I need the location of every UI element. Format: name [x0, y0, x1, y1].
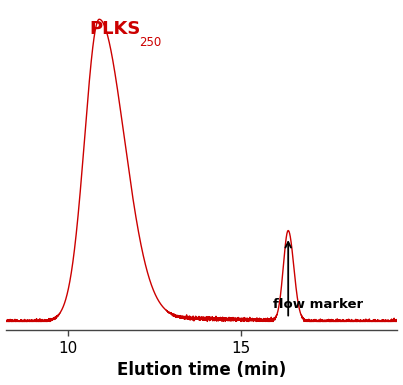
X-axis label: Elution time (min): Elution time (min) [117, 362, 286, 380]
Text: PLKS: PLKS [90, 20, 141, 38]
Text: flow marker: flow marker [272, 298, 363, 311]
Text: 250: 250 [139, 37, 162, 49]
